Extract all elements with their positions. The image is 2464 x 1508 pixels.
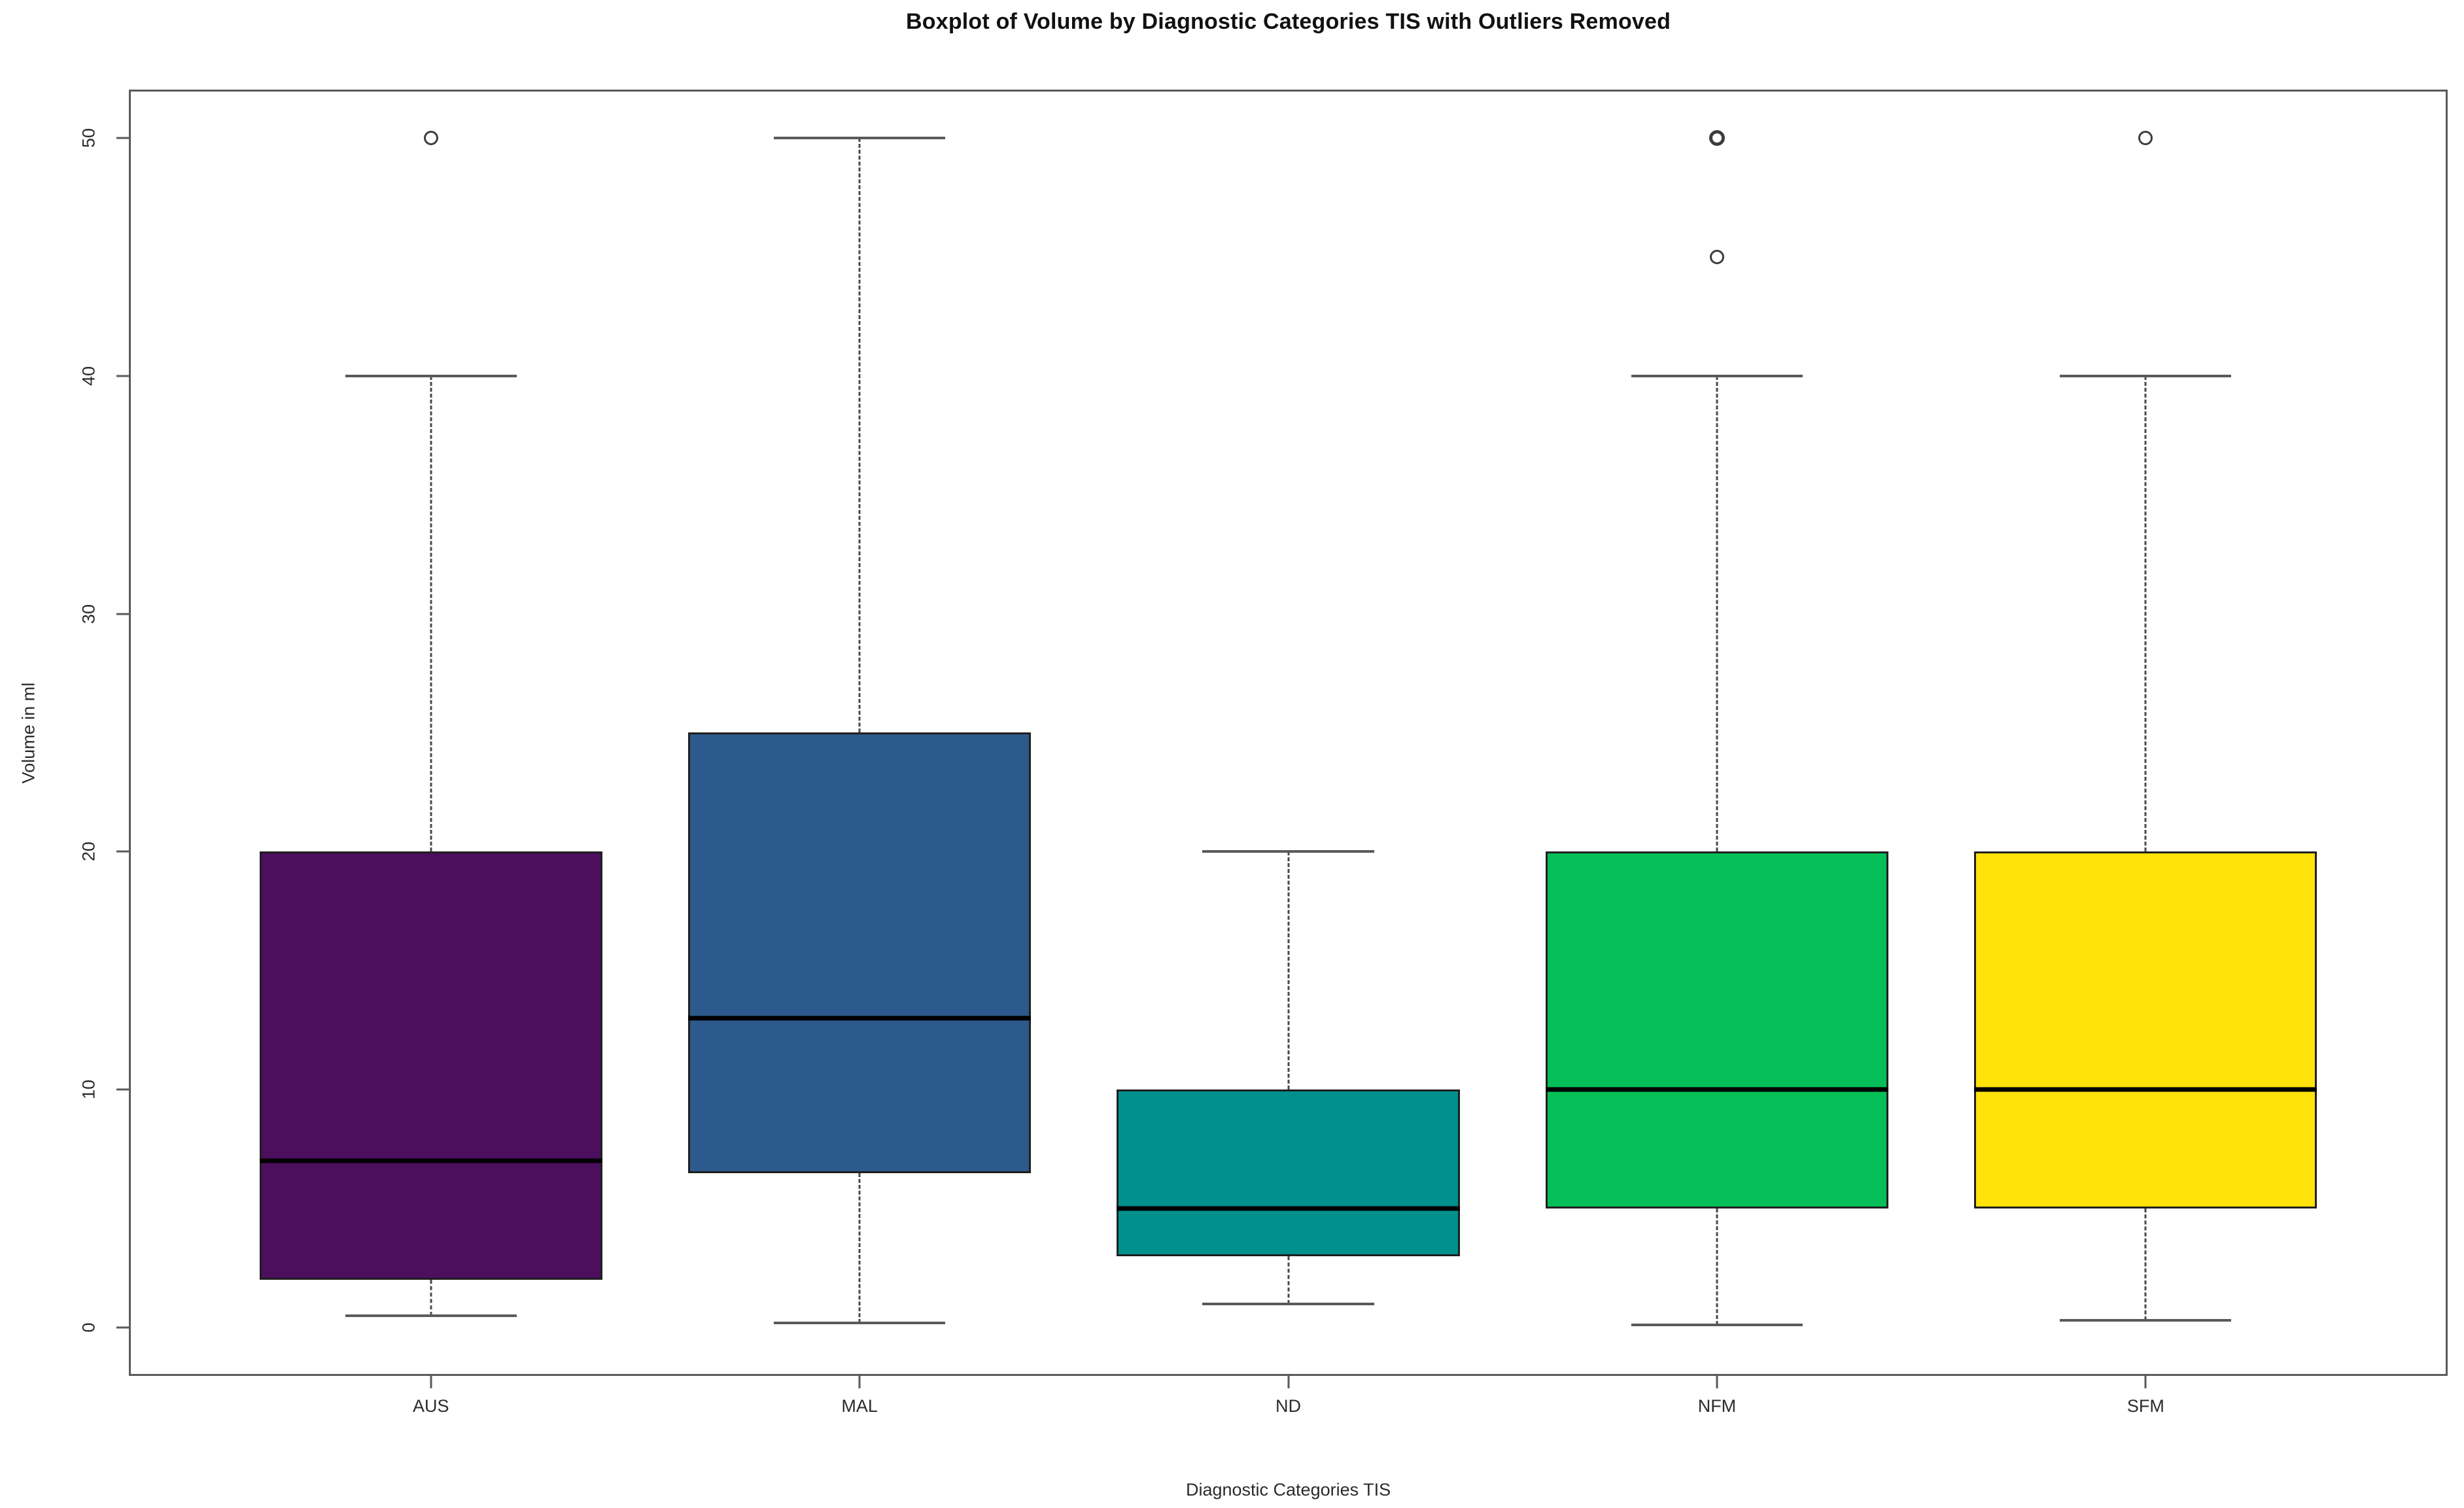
lower-whisker-mal (858, 1173, 861, 1323)
y-tick-label: 30 (78, 604, 99, 624)
lower-whisker-sfm (2144, 1208, 2147, 1321)
y-tick-label: 0 (78, 1322, 99, 1333)
x-axis-tick (2144, 1373, 2147, 1388)
y-tick-label: 20 (78, 842, 99, 862)
y-axis-tick (116, 1088, 131, 1091)
x-tick-label-mal: MAL (841, 1396, 878, 1416)
lower-whisker-nfm (1716, 1208, 1718, 1326)
upper-whisker-nd (1287, 851, 1290, 1090)
upper-whisker-mal (858, 137, 861, 733)
upper-whisker-cap-nd (1202, 850, 1374, 853)
y-axis-tick (116, 375, 131, 377)
lower-whisker-aus (430, 1280, 432, 1316)
x-axis-tick (430, 1373, 432, 1388)
y-axis-label: Volume in ml (18, 682, 39, 783)
x-tick-label-nfm: NFM (1697, 1396, 1737, 1416)
x-axis-tick (858, 1373, 861, 1388)
iqr-box-nfm (1545, 851, 1888, 1209)
upper-whisker-cap-mal (774, 136, 946, 139)
y-axis-tick (116, 850, 131, 853)
upper-whisker-cap-sfm (2060, 374, 2232, 377)
x-tick-label-aus: AUS (413, 1396, 449, 1416)
median-line-nd (1117, 1206, 1460, 1211)
lower-whisker-cap-nfm (1631, 1324, 1803, 1327)
x-tick-label-sfm: SFM (2126, 1396, 2164, 1416)
x-axis-tick (1716, 1373, 1718, 1388)
lower-whisker-cap-aus (345, 1314, 517, 1317)
y-tick-label: 40 (78, 366, 99, 386)
iqr-box-mal (688, 732, 1032, 1173)
outlier-point-nfm (1709, 129, 1725, 146)
upper-whisker-cap-nfm (1631, 374, 1803, 377)
outlier-point-aus (423, 130, 438, 145)
x-axis-label: Diagnostic Categories TIS (1185, 1480, 1391, 1499)
iqr-box-sfm (1974, 851, 2317, 1209)
lower-whisker-nd (1287, 1256, 1290, 1304)
median-line-mal (688, 1016, 1032, 1021)
upper-whisker-cap-aus (345, 374, 517, 377)
y-axis-tick (116, 1326, 131, 1329)
lower-whisker-cap-nd (1202, 1302, 1374, 1305)
upper-whisker-aus (430, 375, 432, 852)
upper-whisker-nfm (1716, 375, 1718, 852)
outlier-point-nfm (1709, 249, 1724, 264)
y-tick-label: 50 (78, 128, 99, 148)
chart-title: Boxplot of Volume by Diagnostic Categori… (905, 9, 1671, 34)
outlier-point-sfm (2138, 130, 2153, 145)
y-tick-label: 10 (78, 1080, 99, 1100)
median-line-aus (259, 1158, 602, 1163)
y-axis-tick (116, 137, 131, 139)
iqr-box-aus (259, 851, 602, 1280)
upper-whisker-sfm (2144, 375, 2147, 852)
plot-area: 0 10 20 30 40 50 AUS MAL ND NFM SFM (79, 89, 2448, 1416)
iqr-box-nd (1117, 1089, 1460, 1256)
x-tick-label-nd: ND (1275, 1396, 1302, 1416)
lower-whisker-cap-sfm (2060, 1319, 2232, 1322)
median-line-nfm (1545, 1087, 1888, 1092)
median-line-sfm (1974, 1087, 2317, 1092)
x-axis-tick (1287, 1373, 1290, 1388)
y-axis-tick (116, 613, 131, 615)
lower-whisker-cap-mal (774, 1321, 946, 1324)
